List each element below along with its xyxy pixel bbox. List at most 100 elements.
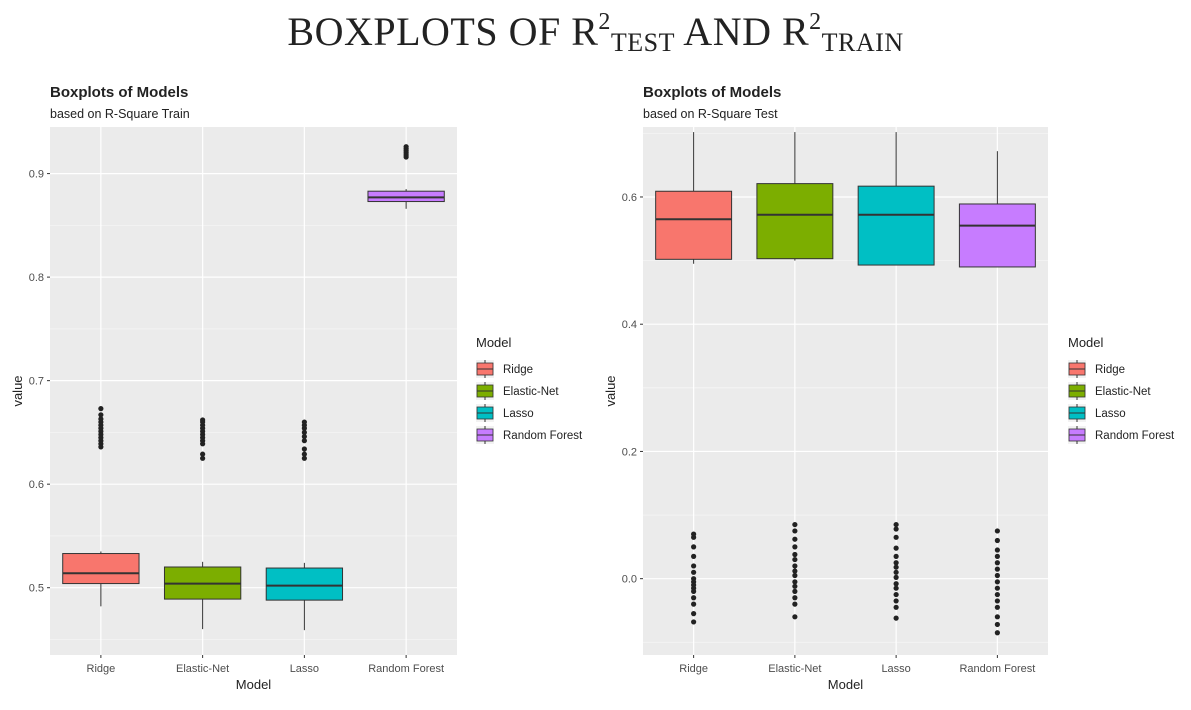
outlier-point [691,534,697,540]
legend-label: Ridge [1095,364,1125,376]
x-axis-label: Model [236,677,272,692]
outlier-point [691,563,697,569]
legend-key [476,360,494,378]
legend: Model Ridge Elastic-Net Lasso Random Forest [1068,335,1175,444]
legend-label: Elastic-Net [1095,386,1151,398]
y-tick-label: 0.6 [29,479,44,491]
outlier-point [691,619,697,625]
outlier-point [691,569,697,575]
title-sub-2: TRAIN [821,28,904,57]
legend-key [1068,426,1086,444]
x-tick-label: Ridge [679,663,708,675]
outlier-point [792,551,798,558]
y-tick-label: 0.8 [29,272,44,284]
y-tick-label: 0.5 [29,583,44,595]
outlier-point [301,419,307,425]
legend-label: Random Forest [1095,430,1175,442]
y-tick-label: 0.9 [29,169,44,181]
outlier-point [994,598,1000,604]
outlier-point [792,556,798,563]
outlier-point [792,601,798,607]
outlier-point [792,595,798,601]
x-tick-label: Lasso [881,663,910,675]
outlier-point [994,614,1000,620]
outlier-point [893,521,899,528]
outlier-point [994,604,1000,610]
title-sup-1: 2 [598,9,611,35]
box-ridge [62,406,140,607]
box-lasso [265,419,344,631]
legend-label: Ridge [503,364,533,376]
title-part-1: BOXPLOTS OF R [287,9,599,54]
outlier-point [792,536,798,542]
legend-label: Elastic-Net [503,386,559,398]
outlier-point [893,615,899,621]
outlier-point [792,563,798,569]
outlier-point [98,416,104,422]
outlier-point [893,585,899,591]
box-body [958,203,1036,268]
outlier-point [893,581,899,587]
box-random-forest [367,144,445,209]
y-tick-label: 0.0 [622,574,637,586]
box-random-forest [958,151,1036,636]
outlier-point [994,560,1000,566]
legend-label: Lasso [503,408,534,420]
outlier-point [691,588,697,594]
outlier-point [994,566,1000,572]
box-lasso [857,132,935,621]
outlier-point [893,534,899,540]
title-sup-2: 2 [809,9,822,35]
outlier-point [301,451,307,457]
outlier-point [792,572,798,579]
outlier-point [691,553,697,559]
y-axis-label: value [603,375,618,406]
box-elastic-net [163,417,242,630]
title-part-2: AND R [675,9,810,54]
outlier-point [301,438,307,444]
box-ridge [655,132,733,625]
y-tick-label: 0.6 [622,192,637,204]
x-tick-label: Random Forest [368,663,444,675]
chart-subtitle: based on R-Square Train [50,107,190,121]
chart-2: Boxplots of Models based on R-Square Test… [603,84,1175,692]
outlier-point [792,528,798,534]
x-tick-label: Ridge [87,663,116,675]
outlier-point [792,544,798,550]
outlier-point [792,521,798,528]
legend-key [1068,404,1086,422]
box-body [62,553,140,585]
outlier-point [200,455,206,461]
outlier-point [200,451,206,457]
outlier-point [994,621,1000,628]
legend: Model Ridge Elastic-Net Lasso Random Forest [476,335,583,444]
outlier-point [994,579,1000,585]
outlier-point [994,591,1000,598]
outlier-point [792,583,798,589]
title-sub-1: TEST [610,28,676,57]
outlier-point [691,611,697,617]
outlier-point [792,579,798,585]
legend-key [476,382,494,400]
outlier-point [893,553,899,559]
outlier-point [893,569,899,575]
page-title: BOXPLOTS OF R2TEST AND R2TRAIN [0,8,1191,58]
outlier-point [994,537,1000,544]
x-axis-label: Model [828,677,864,692]
legend-label: Lasso [1095,408,1126,420]
x-tick-label: Elastic-Net [176,663,229,675]
outlier-point [691,601,697,607]
box-body [265,567,344,601]
outlier-point [301,455,307,461]
box-body [367,190,445,203]
outlier-point [893,598,899,604]
outlier-point [98,406,104,412]
outlier-point [792,588,798,594]
outlier-point [691,544,697,550]
box-body [655,190,733,260]
outlier-point [893,574,899,580]
outlier-point [893,545,899,551]
outlier-point [691,595,697,601]
legend-title: Model [1068,335,1104,350]
